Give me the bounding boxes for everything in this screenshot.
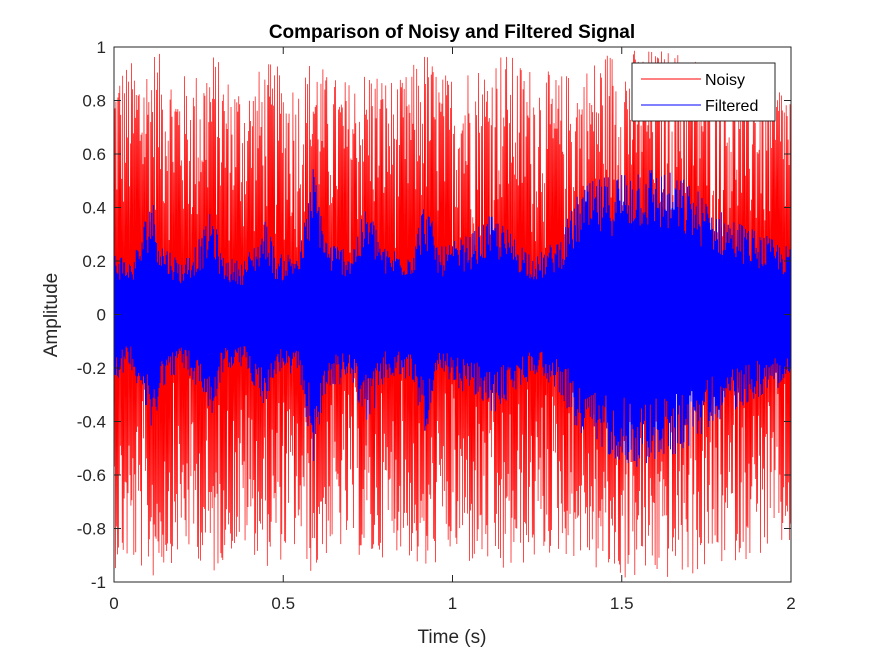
series-layer (114, 50, 791, 578)
y-tick-label: -0.4 (77, 413, 106, 432)
y-tick-label: 0 (97, 306, 106, 325)
y-tick-label: 0.8 (82, 92, 106, 111)
y-tick-label: -0.6 (77, 466, 106, 485)
x-tick-label: 1 (448, 594, 457, 613)
axes-layer: 0 0.5 1 1.5 2 -1 -0.8 -0.6 -0.4 -0.2 0 0.2 0.4 0.6 0.8… (77, 38, 796, 613)
y-tick-label: 0.6 (82, 145, 106, 164)
legend-box (631, 62, 776, 122)
y-tick-label: -1 (91, 573, 106, 592)
x-tick-label: 0 (109, 594, 118, 613)
chart-title: Comparison of Noisy and Filtered Signal (269, 22, 635, 43)
y-tick-label: 0.4 (82, 199, 106, 218)
x-tick-label: 0.5 (271, 594, 295, 613)
y-tick-label: 0.2 (82, 252, 106, 271)
y-axis-label: Amplitude (41, 273, 62, 358)
x-tick-label: 1.5 (610, 594, 634, 613)
y-tick-label: 1 (97, 38, 106, 57)
legend-label-filtered: Filtered (705, 98, 758, 115)
x-axis-label: Time (s) (418, 627, 487, 648)
y-tick-label: -0.8 (77, 520, 106, 539)
series-line-filtered (114, 169, 791, 467)
y-tick-label: -0.2 (77, 359, 106, 378)
legend-label-noisy: Noisy (705, 72, 745, 89)
legend: Noisy Filtered (631, 62, 776, 122)
x-tick-label: 2 (786, 594, 795, 613)
